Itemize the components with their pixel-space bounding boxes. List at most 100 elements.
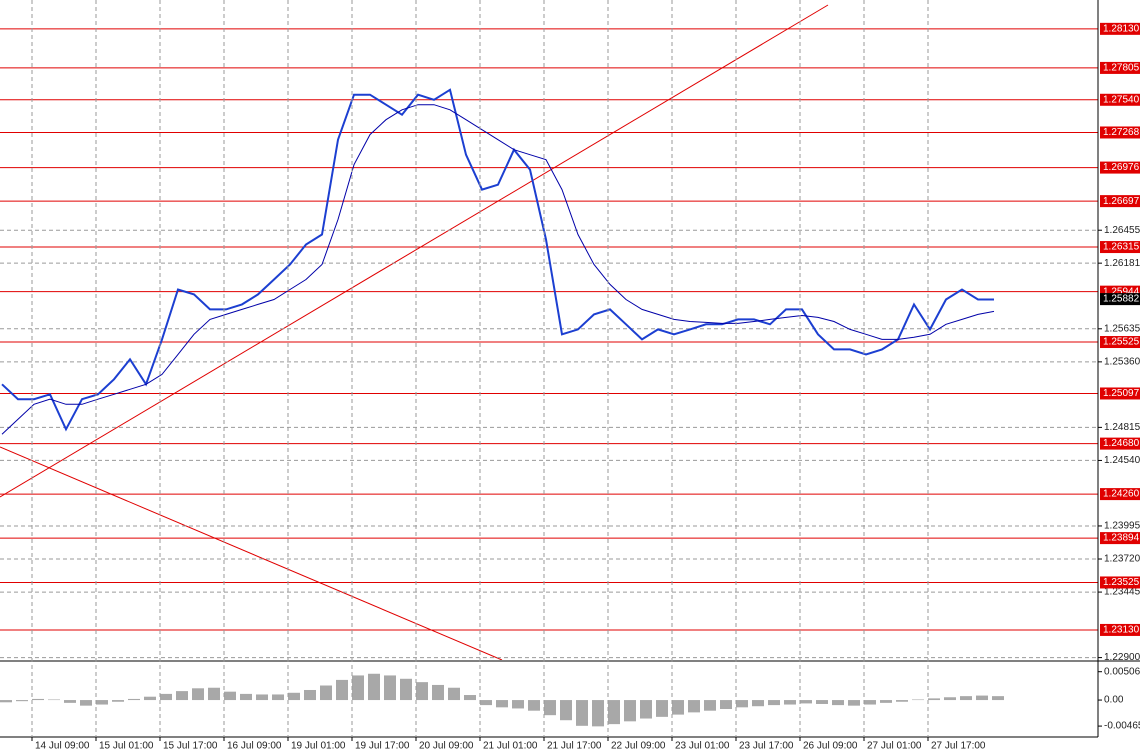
histogram-bar — [912, 699, 924, 701]
y-tick-label: 1.25360 — [1104, 356, 1140, 367]
x-tick-label: 23 Jul 01:00 — [675, 741, 730, 752]
histogram-bar — [256, 694, 268, 701]
level-label: 1.27540 — [1103, 94, 1140, 105]
level-label: 1.26315 — [1103, 242, 1140, 253]
histogram-bar — [768, 700, 780, 706]
histogram-bar — [448, 687, 460, 701]
x-tick-label: 21 Jul 17:00 — [547, 741, 602, 752]
histogram-bar — [240, 693, 252, 701]
level-label-box — [1100, 532, 1140, 545]
histogram-bar — [896, 700, 908, 702]
histogram-bar — [864, 700, 876, 705]
x-tick-label: 21 Jul 01:00 — [483, 741, 538, 752]
histogram-bar — [48, 699, 60, 701]
y-tick-label: 1.26181 — [1104, 258, 1140, 269]
price-line — [1, 88, 994, 432]
histogram-bar — [832, 700, 844, 706]
level-label: 1.26976 — [1103, 162, 1140, 173]
x-tick-label: 16 Jul 09:00 — [227, 741, 282, 752]
histogram-bar — [608, 700, 620, 725]
histogram-bar — [576, 700, 588, 726]
histogram-bar — [336, 679, 348, 701]
histogram-bar — [848, 700, 860, 706]
level-label: 1.27268 — [1103, 127, 1140, 138]
histogram-bar — [112, 700, 124, 702]
x-tick-label: 14 Jul 09:00 — [35, 741, 90, 752]
current-price-label: 1.25882 — [1103, 294, 1140, 305]
histogram-bar — [96, 700, 108, 705]
histogram-bar — [304, 689, 316, 701]
histogram-bar — [512, 700, 524, 709]
histogram-bar — [704, 700, 716, 711]
indicator-pane — [0, 673, 1004, 727]
histogram-bar — [272, 694, 284, 701]
main-pane — [0, 4, 1098, 660]
level-label: 1.24680 — [1103, 438, 1140, 449]
x-tick-label: 22 Jul 09:00 — [611, 741, 666, 752]
level-label-box — [1100, 576, 1140, 589]
level-label: 1.25525 — [1103, 337, 1140, 348]
level-label: 1.24260 — [1103, 489, 1140, 500]
histogram-bar — [224, 691, 236, 701]
level-label-box — [1100, 22, 1140, 35]
histogram-bar — [192, 688, 204, 701]
histogram-bar — [432, 684, 444, 701]
histogram-bar — [544, 700, 556, 716]
histogram-bar — [176, 691, 188, 701]
histogram-bar — [736, 700, 748, 708]
histogram-bar — [944, 697, 956, 701]
histogram-bar — [368, 673, 380, 701]
y-tick-label: 1.23720 — [1104, 554, 1140, 565]
histogram-bar — [976, 695, 988, 701]
histogram-bar — [928, 698, 940, 701]
level-label: 1.25097 — [1103, 388, 1140, 399]
histogram-bar — [464, 695, 476, 701]
histogram-bar — [720, 700, 732, 710]
histogram-bar — [16, 700, 28, 702]
histogram-bar — [992, 696, 1004, 701]
level-label-box — [1100, 336, 1140, 349]
level-label: 1.26697 — [1103, 196, 1140, 207]
histogram-bar — [320, 685, 332, 701]
histogram-bar — [752, 700, 764, 707]
histogram-bar — [560, 700, 572, 721]
x-tick-label: 23 Jul 17:00 — [739, 741, 794, 752]
histogram-bar — [32, 698, 44, 701]
level-label: 1.28130 — [1103, 23, 1140, 34]
histogram-bar — [64, 700, 76, 703]
histogram-bar — [160, 693, 172, 701]
x-tick-label: 15 Jul 17:00 — [163, 741, 218, 752]
histogram-bar — [816, 700, 828, 704]
histogram-bar — [624, 700, 636, 722]
histogram-bar — [80, 700, 92, 706]
level-label-box — [1100, 623, 1140, 636]
level-label-box — [1100, 93, 1140, 106]
level-label: 1.25944 — [1103, 286, 1140, 297]
y-tick-label: 1.24540 — [1104, 455, 1140, 466]
histogram-bar — [784, 700, 796, 705]
x-tick-label: 27 Jul 01:00 — [867, 741, 922, 752]
level-label: 1.23130 — [1103, 625, 1140, 636]
histogram-bar — [352, 675, 364, 701]
histogram-bar — [656, 700, 668, 717]
histogram-bar — [496, 700, 508, 708]
x-tick-label: 20 Jul 09:00 — [419, 741, 474, 752]
histogram-bar — [416, 682, 428, 701]
x-tick-label: 27 Jul 17:00 — [931, 741, 986, 752]
level-label: 1.23894 — [1103, 533, 1140, 544]
level-label-box — [1100, 126, 1140, 139]
histogram-bar — [288, 692, 300, 701]
y-tick-label: 1.26455 — [1104, 225, 1140, 236]
histogram-bar — [208, 687, 220, 701]
histogram-bar — [528, 700, 540, 711]
histogram-bar — [688, 700, 700, 713]
y-tick-label: 0.00 — [1104, 695, 1124, 706]
level-label: 1.23525 — [1103, 577, 1140, 588]
level-label-box — [1100, 161, 1140, 174]
level-label-box — [1100, 488, 1140, 501]
histogram-bar — [960, 696, 972, 701]
histogram-bar — [672, 700, 684, 715]
